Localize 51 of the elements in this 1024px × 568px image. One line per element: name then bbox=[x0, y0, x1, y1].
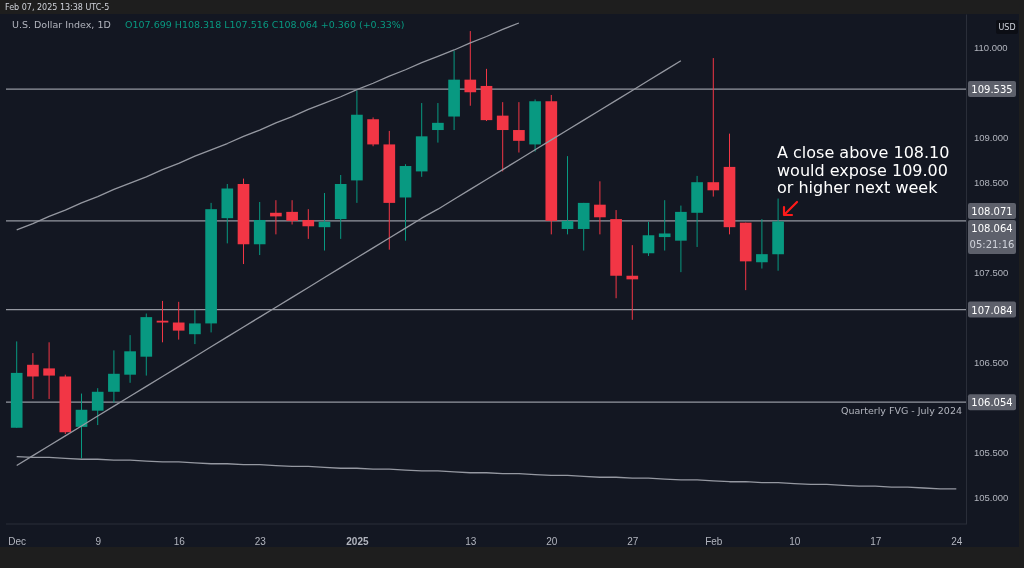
x-tick-label: 10 bbox=[789, 536, 801, 548]
text: 108.064 bbox=[971, 223, 1013, 234]
candlestick bbox=[642, 221, 655, 257]
x-tick-label: Dec bbox=[8, 536, 27, 548]
candlestick bbox=[27, 352, 39, 400]
candlestick bbox=[91, 387, 104, 426]
text: 05:21:16 bbox=[969, 239, 1015, 250]
ref-line-label: 108.071 bbox=[971, 206, 1013, 217]
ref-line-label: 107.084 bbox=[971, 304, 1013, 316]
x-tick-label: 13 bbox=[465, 536, 477, 548]
y-tick-label: 106.500 bbox=[974, 356, 1009, 368]
x-tick-label: 20 bbox=[546, 536, 558, 548]
y-tick-label: 110.000 bbox=[974, 41, 1008, 53]
candlestick bbox=[658, 199, 671, 252]
candlestick bbox=[756, 218, 768, 270]
candlestick bbox=[302, 208, 315, 240]
y-tick-label: 109.000 bbox=[974, 131, 1009, 143]
x-tick-label: Feb bbox=[705, 536, 723, 548]
ref-line-label: 109.535 bbox=[971, 84, 1013, 96]
x-tick-label: 2025 bbox=[346, 536, 369, 548]
candlestick bbox=[561, 155, 574, 235]
candlestick bbox=[594, 180, 606, 235]
ref-line-label: 106.054 bbox=[971, 397, 1013, 409]
x-tick-label: 16 bbox=[173, 536, 186, 548]
candlestick bbox=[464, 30, 477, 107]
x-tick-label: 17 bbox=[870, 536, 882, 548]
y-tick-label: 105.500 bbox=[974, 446, 1009, 458]
candlestick bbox=[189, 309, 201, 345]
annotation: A close above 108.10 would expose 109.00 or higher next week bbox=[777, 143, 950, 197]
candlestick bbox=[432, 102, 444, 144]
text: Feb 07, 2025 13:38 UTC-5 bbox=[5, 3, 110, 12]
candlestick bbox=[156, 300, 169, 343]
candlestick bbox=[707, 57, 720, 198]
candlestick bbox=[286, 199, 298, 225]
text: U.S. Dollar Index, 1D bbox=[12, 19, 111, 30]
annotation: Quarterly FVG - July 2024 bbox=[840, 405, 962, 417]
candlestick bbox=[108, 349, 120, 404]
x-tick-label: 27 bbox=[627, 536, 639, 548]
x-tick-label: 24 bbox=[951, 536, 963, 548]
candlestick bbox=[172, 301, 185, 341]
candlestick bbox=[496, 101, 509, 172]
text: O107.699 H108.318 L107.516 C108.064 +0.360 (+0.33%) bbox=[125, 19, 405, 30]
x-tick-label: 23 bbox=[254, 536, 267, 548]
y-tick-label: 107.500 bbox=[974, 266, 1009, 278]
text: USD bbox=[998, 23, 1016, 32]
y-tick-label: 105.000 bbox=[974, 491, 1009, 503]
candlestick bbox=[43, 341, 55, 400]
candlestick bbox=[124, 334, 136, 384]
y-tick-label: 108.500 bbox=[974, 176, 1009, 188]
candlestick bbox=[513, 101, 525, 154]
x-tick-label: 9 bbox=[95, 536, 102, 548]
